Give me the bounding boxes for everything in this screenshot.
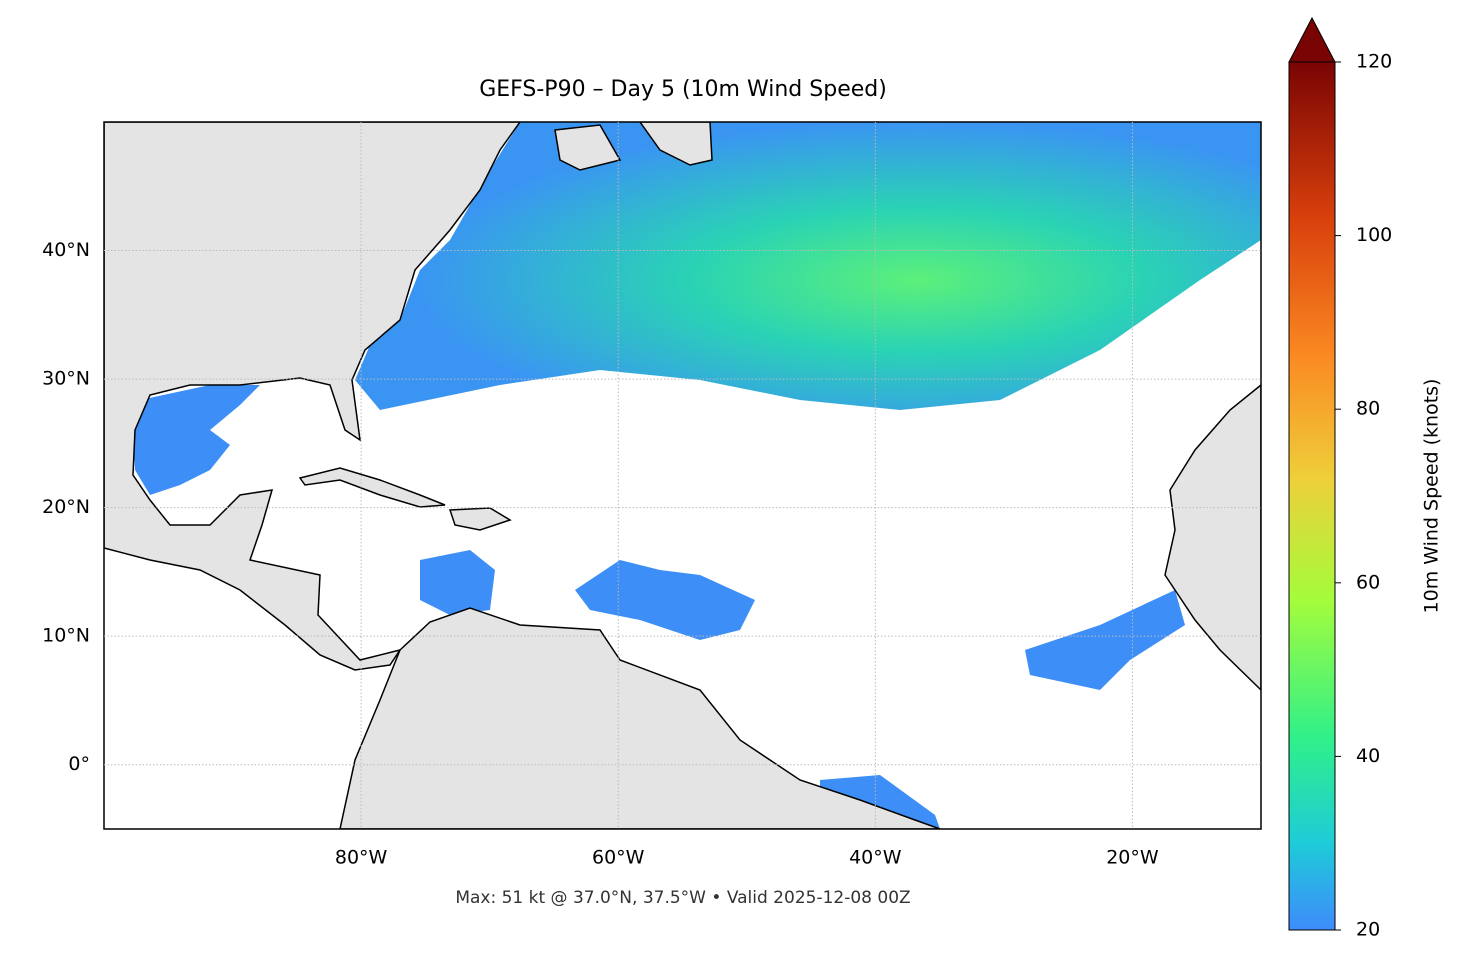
land bbox=[554, 124, 622, 171]
colorbar-tick-label: 60 bbox=[1356, 571, 1380, 593]
land bbox=[339, 607, 941, 829]
land bbox=[298, 467, 446, 508]
chart-title: GEFS-P90 – Day 5 (10m Wind Speed) bbox=[479, 77, 887, 102]
y-tick-label: 10°N bbox=[42, 625, 90, 647]
wind-field bbox=[575, 560, 755, 640]
colorbar-extend bbox=[1288, 16, 1336, 63]
wind-field bbox=[133, 385, 260, 495]
wind-field bbox=[820, 775, 940, 829]
map bbox=[104, 122, 1261, 829]
colorbar-tick-label: 120 bbox=[1356, 51, 1392, 73]
land bbox=[448, 507, 512, 531]
x-tick-label: 80°W bbox=[335, 847, 388, 869]
y-tick-label: 40°N bbox=[42, 239, 90, 261]
x-tick-label: 20°W bbox=[1106, 847, 1159, 869]
wind-field bbox=[1025, 590, 1185, 690]
land bbox=[104, 122, 521, 671]
colorbar-tick-label: 40 bbox=[1356, 745, 1380, 767]
land bbox=[1164, 384, 1261, 692]
colorbar-tick-label: 100 bbox=[1356, 224, 1392, 246]
colorbar-tick-label: 20 bbox=[1356, 919, 1380, 941]
colorbar-label: 10m Wind Speed (knots) bbox=[1421, 379, 1443, 614]
y-tick-label: 30°N bbox=[42, 368, 90, 390]
x-tick-label: 40°W bbox=[849, 847, 902, 869]
wind-field bbox=[420, 550, 495, 615]
y-tick-label: 20°N bbox=[42, 496, 90, 518]
map-frame bbox=[103, 121, 1262, 830]
y-tick-label: 0° bbox=[68, 753, 90, 775]
land bbox=[639, 122, 713, 166]
colorbar bbox=[1288, 61, 1336, 931]
caption: Max: 51 kt @ 37.0°N, 37.5°W • Valid 2025… bbox=[455, 888, 910, 908]
wind-field bbox=[355, 122, 1261, 410]
colorbar-tick-label: 80 bbox=[1356, 398, 1380, 420]
x-tick-label: 60°W bbox=[592, 847, 645, 869]
